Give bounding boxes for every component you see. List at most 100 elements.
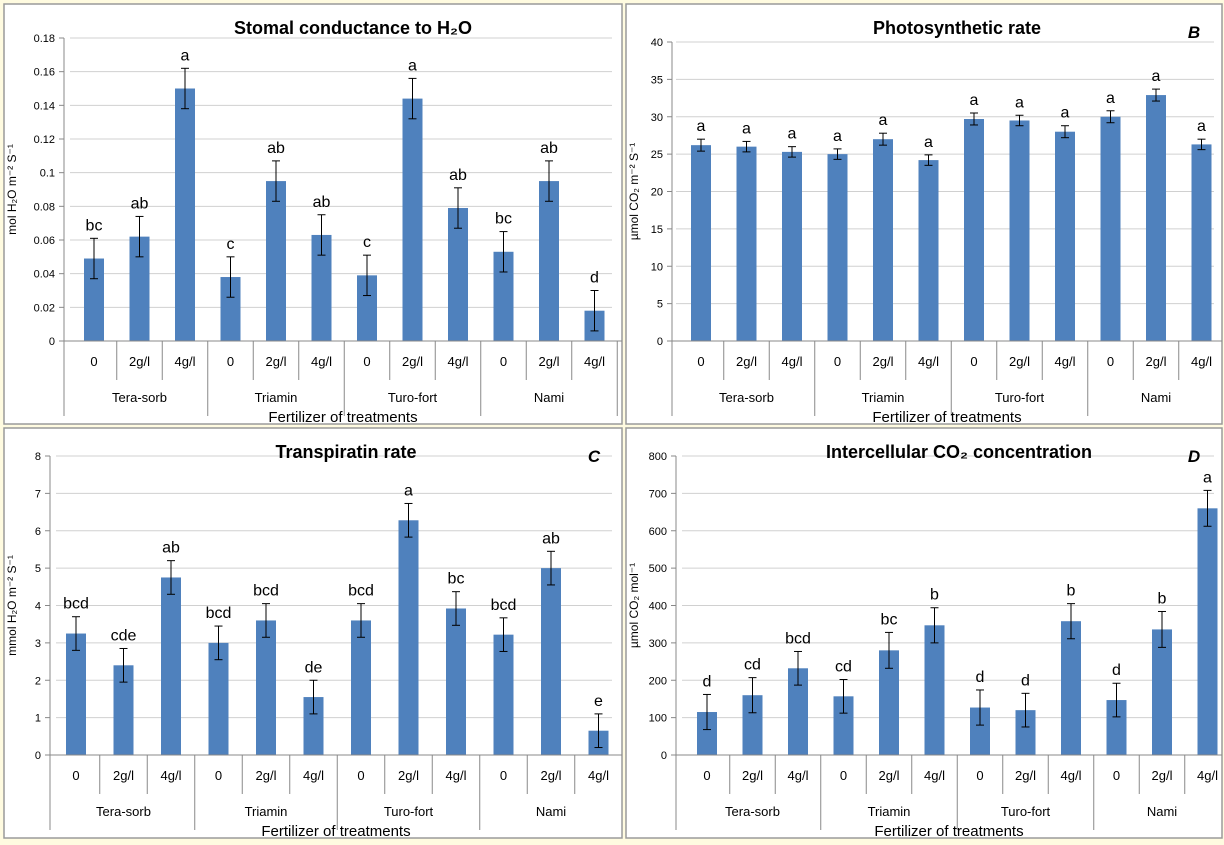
y-tick-label: 25 <box>651 149 663 161</box>
y-tick-label: 0.16 <box>34 67 55 79</box>
y-tick-label: 0 <box>661 750 667 762</box>
significance-letter: a <box>1197 118 1206 135</box>
bar <box>448 208 468 341</box>
x-tick-label: 4g/l <box>1061 768 1082 783</box>
x-tick-label: 0 <box>215 768 222 783</box>
significance-letter: d <box>1021 672 1030 689</box>
x-tick-label: 0 <box>976 768 983 783</box>
significance-letter: bc <box>881 611 898 628</box>
group-label: Turo-fort <box>384 804 434 819</box>
chart-title: Stomal conductance to H₂O <box>234 18 472 38</box>
significance-letter: ab <box>542 530 560 547</box>
significance-letter: cd <box>744 657 761 674</box>
significance-letter: bcd <box>348 583 374 600</box>
significance-letter: a <box>1152 68 1161 85</box>
bar <box>446 608 466 755</box>
bar <box>208 642 229 755</box>
bar <box>691 145 711 341</box>
bar <box>788 668 808 755</box>
x-tick-label: 2g/l <box>129 354 150 369</box>
x-tick-label: 2g/l <box>398 768 419 783</box>
significance-letter: ab <box>313 194 331 211</box>
y-tick-label: 200 <box>649 675 667 687</box>
x-tick-label: 4g/l <box>1197 768 1218 783</box>
chart-panel-1: 0 0.02 0.04 0.06 0.08 0.1 0.12 0.14 0.16 0.18 bc 0 a… <box>3 3 623 426</box>
x-tick-label: 0 <box>500 354 507 369</box>
significance-letter: c <box>227 236 235 253</box>
bar <box>175 88 195 341</box>
significance-letter: a <box>1061 105 1070 122</box>
y-tick-label: 4 <box>35 601 41 613</box>
x-axis-title: Fertilizer of treatments <box>874 823 1023 840</box>
significance-letter: a <box>404 482 413 499</box>
significance-letter: ab <box>449 167 467 184</box>
significance-letter: bc <box>495 211 512 228</box>
bar <box>1100 116 1121 341</box>
y-axis-title: µmol CO₂ mol⁻¹ <box>627 563 641 648</box>
x-tick-label: 0 <box>697 354 704 369</box>
significance-letter: bcd <box>206 605 232 622</box>
bar <box>311 234 332 341</box>
x-tick-label: 2g/l <box>113 768 134 783</box>
significance-letter: cd <box>835 659 852 676</box>
x-tick-label: 2g/l <box>402 354 423 369</box>
x-tick-label: 2g/l <box>736 354 757 369</box>
group-label: Tera-sorb <box>719 390 774 405</box>
y-tick-label: 300 <box>649 638 667 650</box>
significance-letter: b <box>1067 583 1076 600</box>
group-label: Triamin <box>245 804 288 819</box>
bar <box>833 696 854 755</box>
bar <box>541 568 561 755</box>
bar <box>493 251 514 341</box>
panel-letter: D <box>1188 447 1200 466</box>
y-tick-label: 35 <box>651 74 663 86</box>
bar <box>1152 629 1172 755</box>
significance-letter: c <box>363 234 371 251</box>
group-label: Tera-sorb <box>96 804 151 819</box>
y-tick-label: 7 <box>35 488 41 500</box>
group-label: Nami <box>534 390 564 405</box>
y-tick-label: 500 <box>649 563 667 575</box>
x-tick-label: 2g/l <box>266 354 287 369</box>
x-tick-label: 4g/l <box>584 354 605 369</box>
bar <box>1191 144 1212 341</box>
bar <box>266 181 286 341</box>
group-label: Turo-fort <box>1001 804 1051 819</box>
panel-frame <box>3 3 623 425</box>
y-tick-label: 3 <box>35 638 41 650</box>
bar <box>113 665 134 755</box>
panel-letter: B <box>1188 23 1200 42</box>
y-tick-label: 100 <box>649 713 667 725</box>
x-tick-label: 4g/l <box>311 354 332 369</box>
y-tick-label: 0.14 <box>34 100 55 112</box>
chart-title: Transpiratin rate <box>275 442 416 462</box>
significance-letter: ab <box>162 540 180 557</box>
group-label: Nami <box>1147 804 1177 819</box>
x-tick-label: 4g/l <box>175 354 196 369</box>
y-tick-label: 2 <box>35 675 41 687</box>
x-tick-label: 4g/l <box>303 768 324 783</box>
significance-letter: e <box>594 693 603 710</box>
y-tick-label: 0 <box>49 336 55 348</box>
bar <box>924 625 945 755</box>
y-tick-label: 700 <box>649 488 667 500</box>
x-tick-label: 2g/l <box>873 354 894 369</box>
chart-title: Intercellular CO₂ concentration <box>826 442 1092 462</box>
bar <box>161 577 181 755</box>
significance-letter: d <box>590 270 599 287</box>
y-tick-label: 5 <box>657 299 663 311</box>
x-tick-label: 4g/l <box>924 768 945 783</box>
group-label: Triamin <box>862 390 905 405</box>
x-tick-label: 4g/l <box>588 768 609 783</box>
y-tick-label: 5 <box>35 563 41 575</box>
x-tick-label: 4g/l <box>161 768 182 783</box>
significance-letter: a <box>1203 469 1212 486</box>
x-tick-label: 4g/l <box>782 354 803 369</box>
significance-letter: a <box>1106 90 1115 107</box>
x-axis-title: Fertilizer of treatments <box>872 409 1021 426</box>
significance-letter: b <box>1158 590 1167 607</box>
significance-letter: bcd <box>63 596 89 613</box>
x-tick-label: 0 <box>500 768 507 783</box>
x-axis-title: Fertilizer of treatments <box>261 823 410 840</box>
